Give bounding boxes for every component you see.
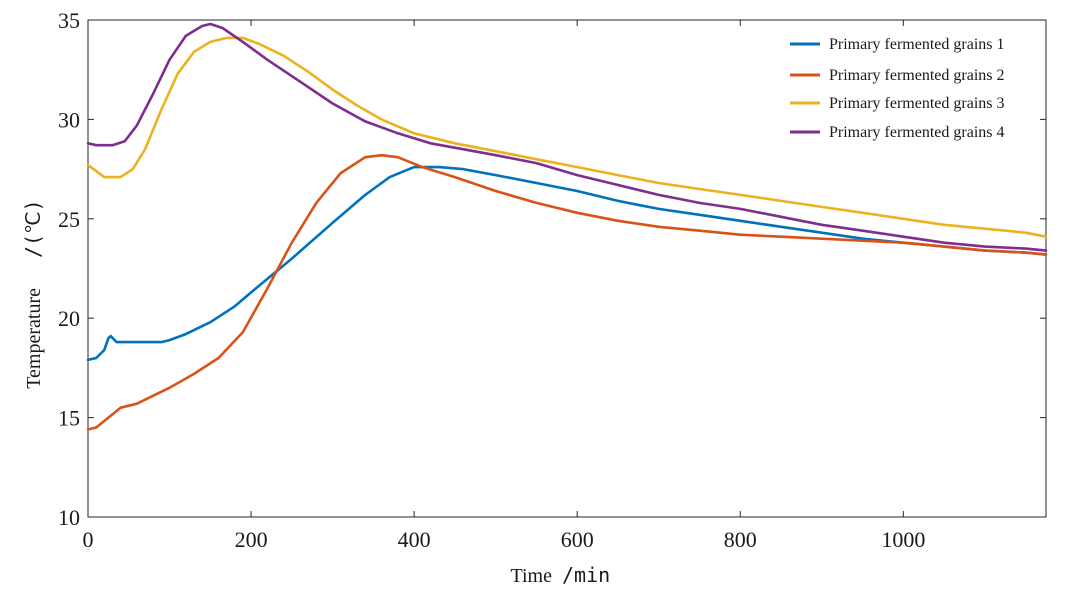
- legend-label-4: Primary fermented grains 4: [829, 124, 1005, 141]
- x-axis-label: Time: [510, 565, 552, 587]
- legend-label-1: Primary fermented grains 1: [829, 36, 1005, 53]
- series-line-2: [86, 153, 1048, 431]
- y-tick-label: 35: [58, 8, 80, 33]
- legend-label-2: Primary fermented grains 2: [829, 67, 1005, 84]
- x-tick-label: 200: [235, 527, 268, 552]
- x-tick-label: 400: [398, 527, 431, 552]
- y-tick-label: 30: [58, 107, 80, 132]
- x-axis-title: Time /min: [510, 563, 610, 587]
- y-tick-label: 10: [58, 505, 80, 530]
- y-tick-label: 15: [58, 406, 80, 431]
- x-tick-label: 800: [724, 527, 757, 552]
- series-line-1: [86, 165, 1048, 362]
- series-layer: [86, 22, 1048, 431]
- x-tick-label: 1000: [881, 527, 925, 552]
- legend: Primary fermented grains 1 Primary fermen…: [790, 36, 1005, 141]
- y-tick-label: 20: [58, 306, 80, 331]
- axis-layer: 0 200 400 600 800 1000 10 15 20 25 30 35: [58, 8, 1046, 552]
- series-line-4: [86, 22, 1048, 252]
- y-axis-unit: /(℃): [21, 199, 45, 258]
- x-axis-unit: /min: [562, 563, 610, 587]
- y-axis-label: Temperature: [23, 288, 45, 389]
- x-tick-label: 0: [83, 527, 94, 552]
- plot-area: [87, 19, 1047, 518]
- series-line-3: [86, 36, 1048, 238]
- x-tick-label: 600: [561, 527, 594, 552]
- y-tick-label: 25: [58, 207, 80, 232]
- y-axis-title: Temperature /(℃): [21, 199, 45, 388]
- legend-label-3: Primary fermented grains 3: [829, 95, 1005, 112]
